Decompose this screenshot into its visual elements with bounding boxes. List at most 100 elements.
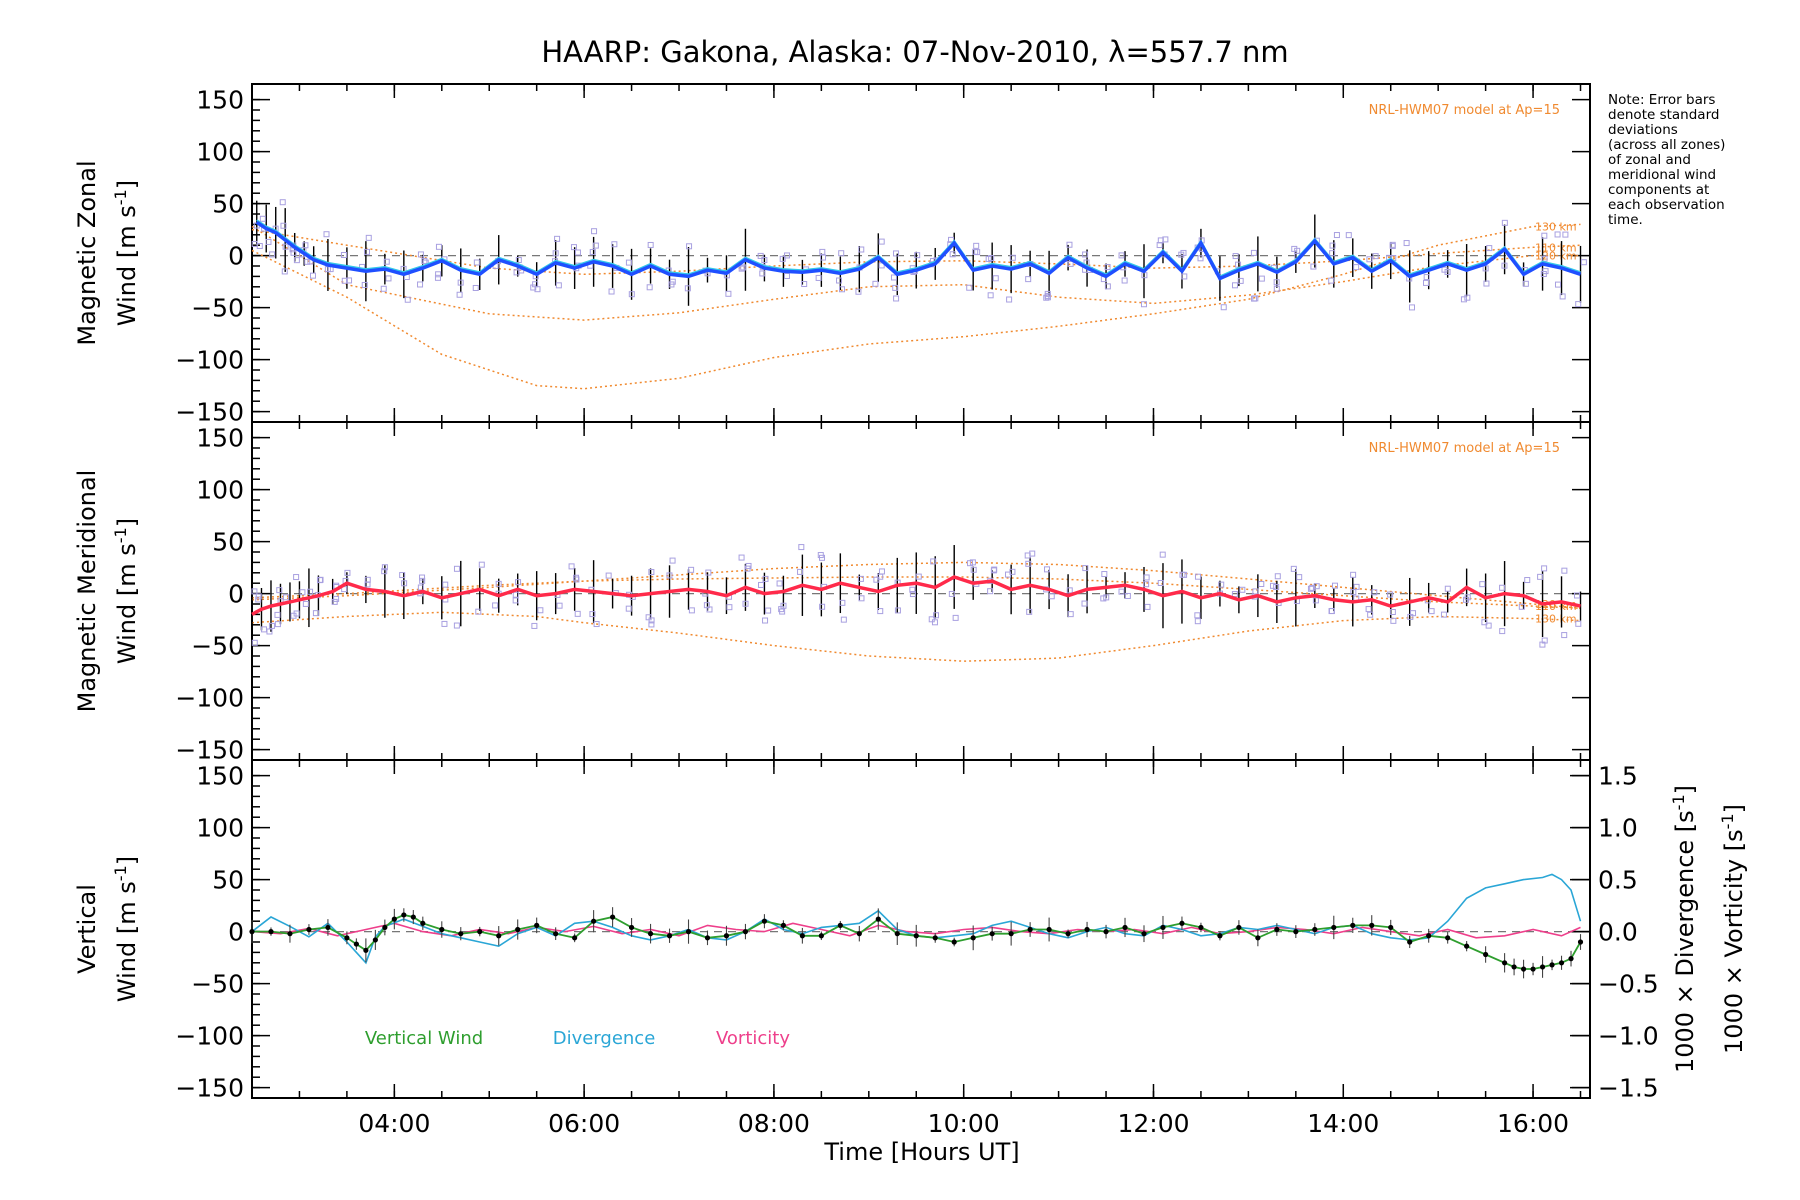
zonal-frame xyxy=(251,83,1591,423)
zonal-scatter-point xyxy=(1562,231,1569,238)
vertical-wind-point xyxy=(1577,939,1584,945)
chart-panels: 150 100 50 0 −50 −100 −150 Magnetic Zonal Wind [… xyxy=(73,83,1748,1138)
zonal-scatter-point xyxy=(417,281,424,288)
zonal-scatter-point xyxy=(759,270,766,277)
meridional-ytick-label: 50 xyxy=(212,528,244,557)
zonal-model-curve-1 xyxy=(251,228,1581,276)
vertical-wind-point xyxy=(1568,956,1574,962)
vertical-wind-point xyxy=(1558,960,1565,966)
meridional-scatter-point xyxy=(1194,612,1201,619)
note-line-3: deviations xyxy=(1608,122,1678,138)
vertical-wind-point xyxy=(1122,924,1128,931)
zonal-scatter-point xyxy=(890,274,897,281)
vertical-wind-point xyxy=(704,935,711,941)
zonal-scatter-point xyxy=(820,254,827,261)
meridional-scatter-point xyxy=(1143,574,1150,581)
meridional-scatter-point xyxy=(987,588,994,595)
meridional-scatter-point xyxy=(948,590,955,597)
meridional-scatter-point xyxy=(1100,595,1107,602)
zonal-scatter-point xyxy=(1006,296,1013,303)
meridional-scatter-point xyxy=(952,614,959,621)
zonal-scatter-point xyxy=(1389,241,1396,248)
meridional-scatter-point xyxy=(1273,583,1280,590)
meridional-scatter-point xyxy=(705,569,712,576)
meridional-ylabel-line1: Magnetic Meridional xyxy=(73,470,101,713)
meridional-scatter-point xyxy=(894,607,901,614)
vertical-wind-point xyxy=(1407,939,1413,945)
meridional-scatter-point xyxy=(819,603,826,610)
zonal-ytick-label: 100 xyxy=(196,138,244,167)
zonal-scatter-point xyxy=(555,282,562,289)
y2-tick-label: −0.5 xyxy=(1598,970,1659,999)
meridional-scatter-point xyxy=(399,572,406,579)
meridional-scatter-point xyxy=(1410,610,1417,617)
vertical-wind-point xyxy=(1331,924,1337,931)
zonal-scatter-point xyxy=(589,248,596,255)
zonal-scatter-point xyxy=(647,241,654,248)
meridional-scatter-point xyxy=(274,621,281,628)
vertical-wind-point xyxy=(1198,924,1204,931)
meridional-scatter-point xyxy=(738,554,745,561)
meridional-scatter-point xyxy=(1561,632,1568,639)
zonal-scatter-point xyxy=(992,275,999,282)
zonal-scatter-point xyxy=(1423,274,1430,281)
zonal-scatter-point xyxy=(738,265,745,272)
zonal-scatter-point xyxy=(302,242,309,249)
zonal-scatter-point xyxy=(304,258,311,265)
meridional-scatter-point xyxy=(931,619,938,626)
meridional-ytick-label: 150 xyxy=(196,424,244,453)
meridional-scatter-point xyxy=(419,574,426,581)
meridional-scatter-point xyxy=(1025,560,1032,567)
vertical-wind-point xyxy=(875,916,881,922)
meridional-scatter-point xyxy=(381,568,388,575)
meridional-scatter-point xyxy=(669,557,676,564)
meridional-scatter-point xyxy=(268,622,275,629)
zonal-scatter-point xyxy=(686,243,693,250)
meridional-scatter-point xyxy=(282,594,289,601)
vertical-wind-point xyxy=(353,941,359,947)
zonal-scatter-point xyxy=(872,280,879,287)
zonal-scatter-point xyxy=(1575,301,1582,308)
zonal-scatter-point xyxy=(815,274,822,281)
zonal-scatter-point xyxy=(625,259,632,266)
note-line-4: (across all zones) xyxy=(1608,137,1725,153)
zonal-ylabel-line2: Wind [m s-1] xyxy=(111,180,141,326)
x-tick-label: 06:00 xyxy=(548,1109,620,1138)
meridional-ytick-label: 0 xyxy=(228,580,244,609)
zonal-scatter-point xyxy=(552,250,559,257)
zonal-scatter-point xyxy=(836,277,843,284)
zonal-scatter-point xyxy=(472,284,479,291)
legend-item: Divergence xyxy=(553,1028,656,1049)
divergence-axis-label: 1000 × Divergence [s-1] xyxy=(1669,785,1699,1073)
note-line-2: denote standard xyxy=(1608,107,1719,123)
zonal-scatter-point xyxy=(1009,254,1016,261)
zonal-scatter-point xyxy=(1483,280,1490,287)
meridional-scatter-point xyxy=(316,577,323,584)
meridional-scatter-point xyxy=(381,564,388,571)
meridional-scatter-point xyxy=(1312,597,1319,604)
zonal-scatter-point xyxy=(611,241,618,248)
zonal-scatter-point xyxy=(1353,264,1360,271)
vertical-wind-point xyxy=(306,926,312,933)
meridional-scatter-point xyxy=(1143,581,1150,588)
meridional-scatter-point xyxy=(453,565,460,572)
zonal-scatter-point xyxy=(1178,251,1185,258)
vertical-ytick-label: −100 xyxy=(175,1022,244,1051)
meridional-scatter-point xyxy=(1258,581,1265,588)
meridional-scatter-point xyxy=(1350,589,1357,596)
vertical-ytick-label: 50 xyxy=(212,866,244,895)
meridional-scatter-point xyxy=(1081,600,1088,607)
meridional-scatter-point xyxy=(688,607,695,614)
vertical-wind-point xyxy=(666,933,673,939)
zonal-scatter-point xyxy=(669,278,676,285)
meridional-scatter-point xyxy=(512,597,519,604)
meridional-scatter-point xyxy=(495,580,502,587)
meridional-scatter-point xyxy=(1371,589,1378,596)
meridional-scatter-point xyxy=(666,572,673,579)
vertical-wind-point xyxy=(742,929,749,935)
meridional-scatter-point xyxy=(1428,608,1435,615)
zonal-scatter-point xyxy=(757,252,764,259)
zonal-scatter-point xyxy=(783,252,790,259)
zonal-scatter-point xyxy=(1197,255,1204,262)
meridional-scatter-point xyxy=(928,616,935,623)
